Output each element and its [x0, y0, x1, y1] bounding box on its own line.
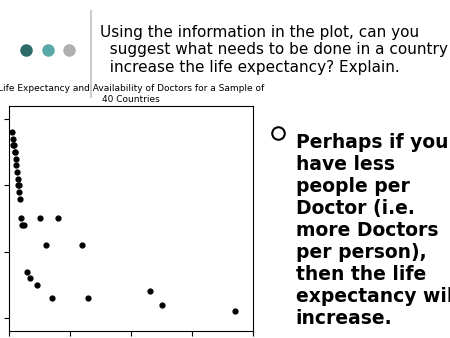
Point — [79, 242, 86, 248]
Point — [12, 156, 19, 162]
Point — [9, 129, 16, 135]
Point — [13, 163, 20, 168]
Point — [146, 289, 153, 294]
Point — [10, 143, 18, 148]
Point — [33, 282, 40, 288]
Point — [27, 275, 34, 281]
Point — [85, 295, 92, 301]
Text: Using the information in the plot, can you
  suggest what needs to be done in a : Using the information in the plot, can y… — [100, 25, 450, 74]
Point — [231, 309, 239, 314]
Point — [19, 222, 26, 228]
Point — [14, 183, 22, 188]
Point — [158, 302, 166, 307]
Text: Perhaps if you
have less
people per
Doctor (i.e.
more Doctors
per person),
then : Perhaps if you have less people per Doct… — [296, 133, 450, 328]
Point — [36, 216, 43, 221]
Title: Life Expectancy and Availability of Doctors for a Sample of
40 Countries: Life Expectancy and Availability of Doct… — [0, 84, 264, 103]
Point — [12, 149, 19, 155]
Point — [9, 136, 16, 142]
Point — [16, 189, 23, 195]
Point — [42, 242, 49, 248]
Point — [18, 216, 25, 221]
Point — [16, 196, 23, 201]
Point — [54, 216, 62, 221]
Point — [10, 143, 17, 148]
Point — [24, 269, 31, 274]
Point — [48, 295, 55, 301]
Point — [21, 222, 28, 228]
Point — [11, 149, 18, 155]
Point — [15, 183, 22, 188]
Point — [14, 176, 21, 182]
Point — [14, 169, 21, 175]
